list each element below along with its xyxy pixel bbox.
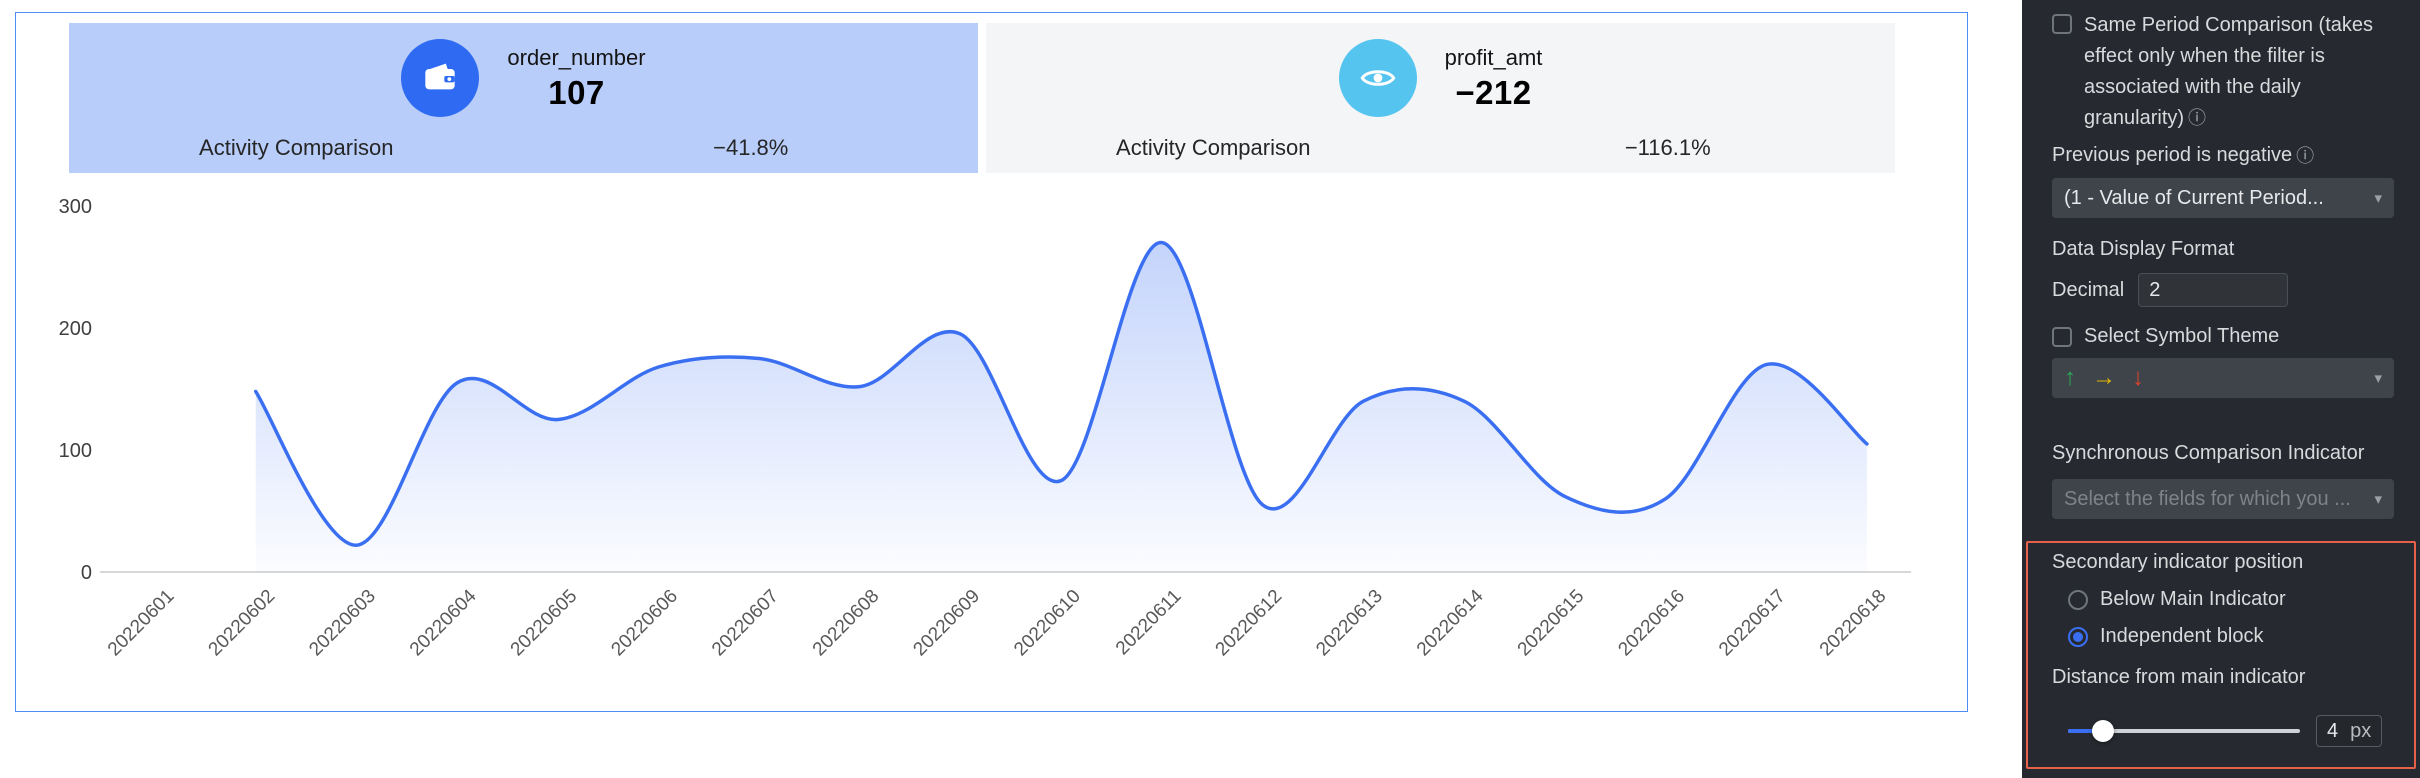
x-axis-label: 20220603 — [305, 586, 380, 661]
y-axis-label: 100 — [59, 440, 92, 462]
same-period-row[interactable]: Same Period Comparison (takes effect onl… — [2052, 10, 2394, 134]
x-axis-label: 20220614 — [1413, 585, 1488, 660]
distance-slider-row: 4 px — [2052, 715, 2394, 747]
x-axis-label: 20220615 — [1514, 586, 1589, 661]
kpi-text-block: profit_amt −212 — [1445, 45, 1543, 112]
line-chart-svg: 0 100 200 300 20220601 20220602 20220603 202206… — [59, 196, 1911, 661]
settings-panel: Same Period Comparison (takes effect onl… — [2022, 0, 2420, 778]
kpi-metric-name: profit_amt — [1444, 44, 1543, 70]
symbol-theme-label: Select Symbol Theme — [2084, 325, 2280, 347]
slider-fill — [2068, 729, 2103, 733]
x-axis-label: 20220612 — [1212, 586, 1287, 661]
sync-indicator-title: Synchronous Comparison Indicator — [2052, 442, 2365, 464]
x-axis-label: 20220601 — [104, 586, 179, 661]
kpi-comparison-row: Activity Comparison −41.8% — [69, 135, 978, 161]
arrow-right-icon: → — [2092, 364, 2116, 391]
x-axis-label: 20220610 — [1010, 586, 1085, 661]
distance-unit: px — [2350, 719, 2372, 742]
previous-period-label: Previous period is negative — [2052, 143, 2293, 166]
same-period-label: Same Period Comparison (takes effect onl… — [2084, 14, 2374, 129]
radio-option-independent-block[interactable]: Independent block — [2052, 625, 2394, 648]
distance-slider[interactable] — [2068, 720, 2300, 742]
x-axis-label: 20220608 — [809, 586, 884, 661]
x-axis-label: 20220616 — [1614, 586, 1689, 661]
x-axis-label: 20220602 — [205, 586, 280, 661]
kpi-comparison-value: −116.1% — [1624, 135, 1711, 160]
chart-widget-panel[interactable]: order_number 107 Activity Comparison −41… — [15, 12, 1968, 712]
x-axis-label: 20220609 — [910, 586, 985, 661]
secondary-position-title: Secondary indicator position — [2052, 551, 2304, 573]
x-axis-label: 20220611 — [1112, 586, 1186, 660]
kpi-metric-name: order_number — [507, 44, 646, 70]
sync-indicator-dropdown[interactable]: Select the fields for which you ... ▾ — [2052, 479, 2394, 519]
kpi-text-block: order_number 107 — [507, 45, 645, 112]
previous-period-row: Previous period is negative ⓘ — [2052, 142, 2394, 168]
sync-indicator-placeholder: Select the fields for which you ... — [2064, 487, 2351, 510]
same-period-checkbox[interactable] — [2052, 14, 2072, 34]
radio-option-below-main-indicator[interactable]: Below Main Indicator — [2052, 588, 2394, 611]
decimal-input[interactable]: 2 — [2138, 273, 2289, 307]
x-axis-label: 20220618 — [1816, 586, 1891, 661]
area-fill — [255, 242, 1867, 573]
secondary-indicator-section: Secondary indicator position Below Main … — [2026, 541, 2416, 769]
same-period-label-wrap: Same Period Comparison (takes effect onl… — [2084, 10, 2394, 134]
previous-period-dropdown-value: (1 - Value of Current Period... — [2064, 186, 2324, 209]
x-axis-label: 20220613 — [1312, 586, 1387, 661]
line-chart[interactable]: 0 100 200 300 20220601 20220602 20220603 202206… — [16, 185, 1969, 711]
kpi-card-header: profit_amt −212 — [986, 39, 1895, 117]
decimal-label: Decimal — [2052, 278, 2125, 301]
decimal-row: Decimal 2 — [2052, 273, 2394, 307]
kpi-comparison-label: Activity Comparison — [199, 135, 394, 160]
kpi-row: order_number 107 Activity Comparison −41… — [69, 23, 1895, 173]
distance-value-input[interactable]: 4 — [2327, 719, 2339, 742]
x-axis-label: 20220607 — [708, 586, 783, 661]
kpi-card-order-number[interactable]: order_number 107 Activity Comparison −41… — [69, 23, 978, 173]
line-series — [253, 240, 1869, 547]
kpi-card-header: order_number 107 — [69, 39, 978, 117]
previous-period-dropdown[interactable]: (1 - Value of Current Period... ▾ — [2052, 178, 2394, 218]
eye-icon — [1338, 39, 1417, 117]
y-axis-label: 300 — [59, 196, 92, 218]
slider-handle[interactable] — [2091, 720, 2114, 742]
chevron-down-icon: ▾ — [2374, 190, 2382, 207]
y-axis-label: 0 — [81, 562, 92, 584]
arrow-down-icon: ↓ — [2132, 364, 2144, 391]
chevron-down-icon: ▾ — [2374, 491, 2382, 508]
kpi-comparison-row: Activity Comparison −116.1% — [986, 135, 1895, 161]
radio-icon[interactable] — [2068, 626, 2088, 647]
radio-icon[interactable] — [2068, 589, 2088, 610]
secondary-position-radio-group: Below Main Indicator Independent block — [2052, 588, 2394, 648]
info-icon[interactable]: ⓘ — [2188, 108, 2207, 128]
x-axis-label: 20220606 — [607, 586, 682, 661]
distance-value-box[interactable]: 4 px — [2316, 715, 2383, 747]
radio-label: Below Main Indicator — [2100, 588, 2286, 610]
arrow-up-icon: ↑ — [2064, 364, 2076, 391]
radio-label: Independent block — [2100, 625, 2264, 647]
kpi-comparison-label: Activity Comparison — [1116, 135, 1311, 160]
kpi-comparison-value: −41.8% — [713, 135, 789, 160]
x-axis-label: 20220617 — [1715, 586, 1790, 661]
symbol-theme-row[interactable]: Select Symbol Theme — [2052, 323, 2394, 348]
symbol-theme-arrows: ↑ → ↓ — [2064, 364, 2160, 392]
kpi-card-profit-amt[interactable]: profit_amt −212 Activity Comparison −116… — [986, 23, 1895, 173]
x-axis-label: 20220604 — [406, 585, 481, 660]
distance-label: Distance from main indicator — [2052, 666, 2306, 688]
kpi-metric-value: −212 — [1455, 73, 1532, 111]
symbol-theme-checkbox[interactable] — [2052, 327, 2072, 347]
chevron-down-icon: ▾ — [2374, 370, 2382, 387]
data-display-format-title: Data Display Format — [2052, 238, 2235, 260]
wallet-icon — [401, 39, 480, 117]
info-icon[interactable]: ⓘ — [2296, 146, 2315, 166]
slider-track[interactable] — [2068, 729, 2300, 733]
y-axis-label: 200 — [59, 318, 92, 340]
symbol-theme-dropdown[interactable]: ↑ → ↓ ▾ — [2052, 358, 2394, 398]
kpi-metric-value: 107 — [548, 73, 605, 111]
x-axis-label: 20220605 — [507, 586, 582, 661]
